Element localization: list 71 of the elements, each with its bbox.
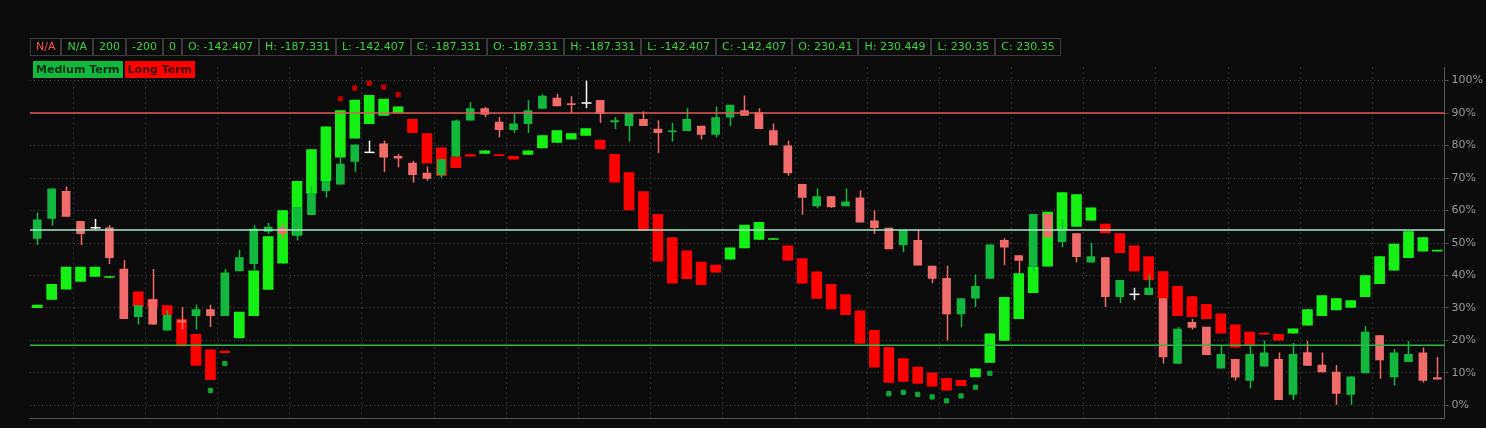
y-tick-label: 50% bbox=[1451, 235, 1477, 249]
text: C: -142.407 bbox=[715, 38, 793, 56]
y-tick-label: 70% bbox=[1451, 170, 1477, 184]
y-tick-label: 60% bbox=[1451, 203, 1477, 217]
text: O: -142.407 bbox=[181, 38, 260, 56]
text: 0 bbox=[162, 38, 182, 56]
candlestick bbox=[812, 187, 821, 209]
text: L: 230.35 bbox=[931, 38, 996, 56]
y-tick-label: 40% bbox=[1451, 268, 1477, 282]
point bbox=[987, 370, 993, 376]
y-tick-label: 80% bbox=[1451, 138, 1477, 152]
text: H: 230.449 bbox=[858, 38, 932, 56]
y-tick-label: 10% bbox=[1451, 365, 1477, 379]
text: O: -187.331 bbox=[487, 38, 565, 56]
point bbox=[381, 84, 387, 90]
candlestick bbox=[206, 303, 215, 328]
text: H: -187.331 bbox=[564, 38, 642, 56]
candlestick bbox=[1359, 274, 1371, 298]
candlestick bbox=[494, 116, 504, 139]
candlestick bbox=[1259, 339, 1269, 368]
point bbox=[222, 360, 228, 367]
candlestick bbox=[870, 209, 879, 235]
y-tick-label: 90% bbox=[1451, 105, 1477, 119]
candlestick bbox=[379, 139, 388, 173]
y-tick-label: 30% bbox=[1451, 300, 1477, 314]
text: L: -142.407 bbox=[641, 38, 716, 56]
y-tick-label: 0% bbox=[1451, 398, 1470, 412]
candlestick bbox=[1215, 312, 1227, 335]
text: H: -187.331 bbox=[259, 38, 336, 56]
point bbox=[972, 384, 979, 390]
text: Long Term bbox=[124, 61, 196, 78]
candlestick bbox=[682, 107, 692, 132]
candlestick bbox=[956, 297, 966, 328]
text: Medium Term bbox=[33, 61, 123, 78]
candlestick bbox=[971, 273, 980, 308]
point bbox=[943, 398, 950, 404]
candlestick bbox=[1404, 340, 1413, 363]
candlestick bbox=[999, 237, 1009, 266]
text: N/A bbox=[30, 38, 62, 56]
text: -200 bbox=[125, 38, 163, 56]
point bbox=[915, 391, 921, 397]
candlestick bbox=[1331, 364, 1341, 406]
point bbox=[886, 391, 892, 397]
candlestick bbox=[408, 160, 417, 184]
candlestick bbox=[1346, 375, 1356, 406]
point bbox=[900, 389, 906, 396]
point bbox=[929, 394, 935, 400]
candlestick bbox=[797, 183, 807, 216]
text: O: 230.41 bbox=[792, 38, 859, 56]
y-tick-label: 20% bbox=[1451, 333, 1477, 347]
text: C: 230.35 bbox=[995, 38, 1061, 56]
point bbox=[395, 91, 401, 98]
candlestick bbox=[1303, 340, 1312, 367]
text: 200 bbox=[92, 38, 126, 56]
candlestick bbox=[32, 211, 42, 246]
text: L: -142.407 bbox=[335, 38, 411, 56]
candlestick bbox=[1115, 279, 1125, 304]
candlestick bbox=[509, 112, 518, 134]
candlestick bbox=[1072, 232, 1081, 264]
candlestick bbox=[191, 303, 201, 331]
candlestick bbox=[897, 357, 909, 383]
point bbox=[337, 96, 343, 102]
point bbox=[958, 393, 964, 399]
text: C: -187.331 bbox=[410, 38, 488, 56]
point bbox=[352, 85, 358, 91]
y-tick-label: 100% bbox=[1451, 73, 1484, 87]
candlestick bbox=[711, 105, 720, 139]
point bbox=[366, 80, 372, 86]
point bbox=[207, 387, 214, 394]
text: N/A bbox=[61, 38, 93, 56]
candlestick bbox=[350, 143, 360, 173]
